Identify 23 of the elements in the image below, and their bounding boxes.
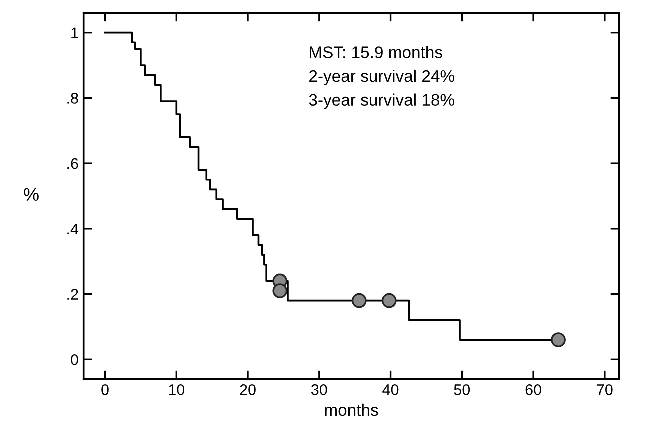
annotation: MST: 15.9 months — [310, 46, 442, 58]
point — [382, 293, 397, 308]
annotation: 3-year survival 18% — [309, 94, 454, 110]
x-tick-label: 10 — [169, 384, 185, 396]
y-tick-label: .8 — [68, 93, 78, 104]
x-tick-label: 30 — [311, 384, 328, 396]
point — [272, 284, 288, 298]
x-axis-title: months — [325, 404, 378, 416]
y-tick-label: 1 — [72, 28, 78, 38]
point — [551, 332, 566, 348]
x-tick-label: 50 — [454, 384, 470, 396]
point — [352, 293, 367, 308]
x-tick-label: 40 — [382, 384, 399, 396]
y-tick-label: .4 — [68, 224, 79, 234]
y-axis-title: % — [24, 188, 39, 202]
x-tick-label: 0 — [102, 384, 109, 396]
x-tick-label: 60 — [526, 384, 542, 396]
x-tick-label: 70 — [597, 384, 613, 396]
annotation: 2-year survival 24% — [310, 70, 454, 86]
x-tick-label: 20 — [240, 384, 256, 396]
y-tick-label: .6 — [68, 158, 78, 170]
y-tick-label: .2 — [68, 289, 78, 300]
y-tick-label: 0 — [71, 354, 78, 366]
